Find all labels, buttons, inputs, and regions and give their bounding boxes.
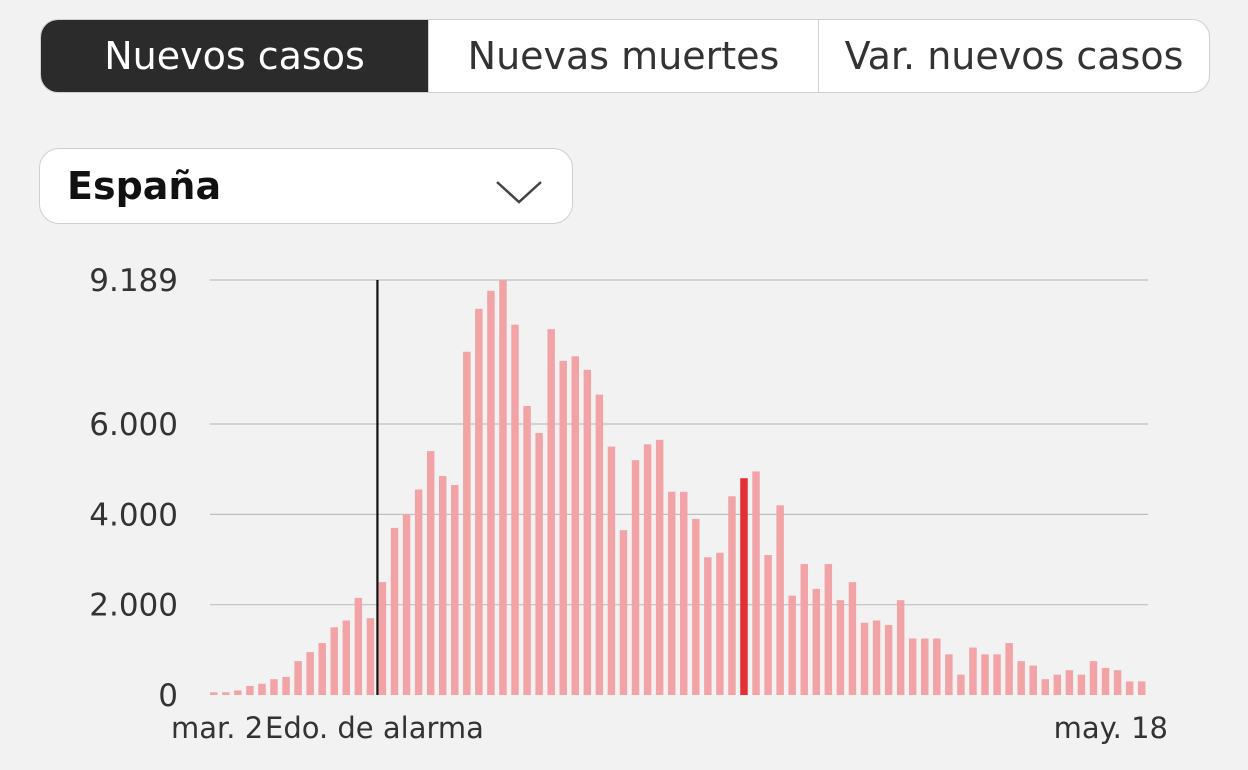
bars [210, 280, 1146, 695]
bar [438, 475, 447, 695]
bar [812, 588, 821, 695]
bar [704, 557, 712, 695]
y-tick-label: 0 [158, 678, 178, 714]
bar [619, 530, 628, 695]
bar [390, 527, 399, 695]
bar [354, 597, 363, 695]
tab-var-new-cases[interactable]: Var. nuevos casos [818, 20, 1209, 92]
bar [680, 491, 688, 695]
bar [378, 582, 387, 695]
bar [836, 600, 845, 695]
chevron-down-icon [496, 181, 542, 204]
bar [583, 369, 592, 695]
bar [1089, 661, 1098, 695]
bar [1041, 679, 1050, 695]
bar [824, 564, 833, 695]
bar [342, 620, 351, 695]
bar [402, 514, 411, 695]
bar [1125, 681, 1134, 695]
tab-new-cases[interactable]: Nuevos casos [41, 20, 428, 92]
bar [234, 690, 242, 695]
bar [222, 692, 230, 695]
bar [728, 496, 736, 695]
bar [716, 552, 724, 695]
bar [426, 451, 435, 695]
y-tick-label: 2.000 [89, 588, 178, 624]
bar [330, 627, 338, 695]
bar [595, 394, 604, 695]
bar [1053, 674, 1062, 695]
bar [511, 324, 519, 695]
bar [1077, 674, 1086, 695]
bar [414, 489, 423, 695]
bar [210, 692, 218, 695]
bar [933, 638, 941, 695]
y-tick-label: 9.189 [89, 263, 178, 299]
bar [1005, 643, 1013, 695]
bar [921, 638, 929, 695]
bar [318, 643, 326, 695]
bar [908, 638, 917, 695]
x-end-label: may. 18 [1054, 711, 1168, 745]
bar [1017, 661, 1025, 695]
bar [896, 600, 905, 695]
alarm-label: Edo. de alarma [265, 711, 484, 745]
bar [981, 654, 989, 695]
bar [607, 446, 616, 695]
bar [788, 595, 796, 695]
bar [1137, 681, 1146, 695]
bar [1029, 665, 1037, 695]
bar [752, 471, 760, 695]
bar [969, 647, 977, 695]
bar [535, 433, 543, 695]
tab-new-deaths[interactable]: Nuevas muertes [428, 20, 818, 92]
bar [366, 618, 375, 695]
bar [993, 654, 1001, 695]
bar [848, 582, 857, 695]
axis-labels: 0 2.000 4.000 6.000 9.189 mar. 2 Edo. de alarm… [89, 263, 1168, 745]
bar [547, 329, 555, 695]
metric-tabs: Nuevos casos Nuevas muertes Var. nuevos … [40, 19, 1210, 93]
bar [523, 405, 531, 695]
bar [945, 654, 953, 695]
bar [800, 564, 808, 695]
bar [258, 683, 266, 695]
bar [559, 360, 567, 695]
bar [667, 491, 676, 695]
bar [1101, 667, 1110, 695]
grid-lines [210, 279, 1148, 606]
bar [631, 460, 640, 695]
bar [655, 439, 664, 695]
bar [957, 674, 965, 695]
bar [1065, 670, 1074, 695]
x-start-label: mar. 2 [171, 711, 263, 745]
bar [487, 290, 495, 695]
region-selected-value: España [67, 164, 222, 208]
bar [643, 444, 652, 695]
bar [294, 661, 302, 695]
bar [463, 351, 471, 695]
bar [246, 685, 254, 695]
bar [776, 505, 784, 695]
bar [692, 518, 700, 695]
bar [499, 280, 507, 695]
bar [872, 620, 881, 695]
bar [571, 356, 580, 695]
bar [282, 676, 290, 695]
bar [764, 555, 772, 695]
y-tick-label: 4.000 [89, 497, 178, 533]
y-tick-label: 6.000 [89, 407, 178, 443]
bar [884, 625, 893, 695]
highlight-bar [740, 478, 748, 695]
bar [270, 679, 278, 695]
bar [306, 652, 314, 695]
bar [860, 622, 869, 695]
bar [1113, 670, 1122, 695]
region-dropdown[interactable]: España [39, 148, 573, 224]
bar [451, 484, 459, 695]
bar [475, 308, 483, 695]
